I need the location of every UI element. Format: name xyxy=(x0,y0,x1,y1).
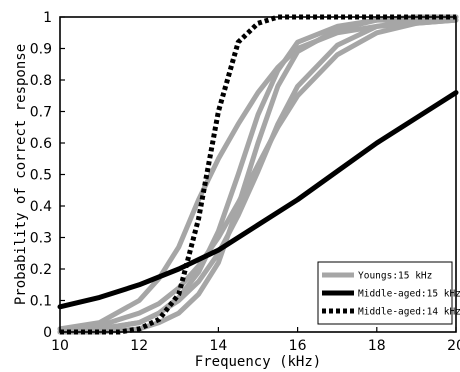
legend-label-middle15: Middle-aged:15 kHz xyxy=(358,289,460,300)
y-axis-label: Probability of correct response xyxy=(13,44,29,305)
y-tick-label: 0.9 xyxy=(30,42,52,58)
x-tick-label: 20 xyxy=(447,338,460,354)
y-tick-label: 0.4 xyxy=(30,199,52,215)
legend-label-middle14: Middle-aged:14 kHz xyxy=(358,307,460,318)
x-tick-label: 12 xyxy=(130,338,148,354)
x-tick-label: 18 xyxy=(368,338,386,354)
y-tick-label: 0.6 xyxy=(30,136,52,152)
y-tick-label: 0.2 xyxy=(30,262,52,278)
y-tick-label: 0.8 xyxy=(30,73,52,89)
y-tick-label: 1 xyxy=(43,10,52,26)
y-tick-label: 0.1 xyxy=(30,294,52,310)
x-tick-label: 10 xyxy=(51,338,69,354)
y-tick-label: 0 xyxy=(43,325,52,341)
y-tick-label: 0.3 xyxy=(30,231,52,247)
series-line-middle15-5 xyxy=(57,90,459,310)
x-tick-label: 14 xyxy=(209,338,227,354)
x-axis-label: Frequency (kHz) xyxy=(195,354,321,370)
y-tick-label: 0.5 xyxy=(30,168,52,184)
legend: Youngs:15 kHz Middle-aged:15 kHz Middle-ag… xyxy=(317,261,460,325)
legend-label-youngs: Youngs:15 kHz xyxy=(358,271,432,282)
series-line-youngs-3 xyxy=(57,17,459,332)
series-line-youngs-0 xyxy=(57,17,459,332)
series-line-youngs-4 xyxy=(57,14,459,335)
axis-ticks: 10 12 14 16 18 20 0 0.1 0.2 0.3 0.4 0.5 0.6 0.7 0.8 0.9… xyxy=(30,10,460,354)
y-tick-label: 0.7 xyxy=(30,105,52,121)
x-tick-label: 16 xyxy=(289,338,307,354)
